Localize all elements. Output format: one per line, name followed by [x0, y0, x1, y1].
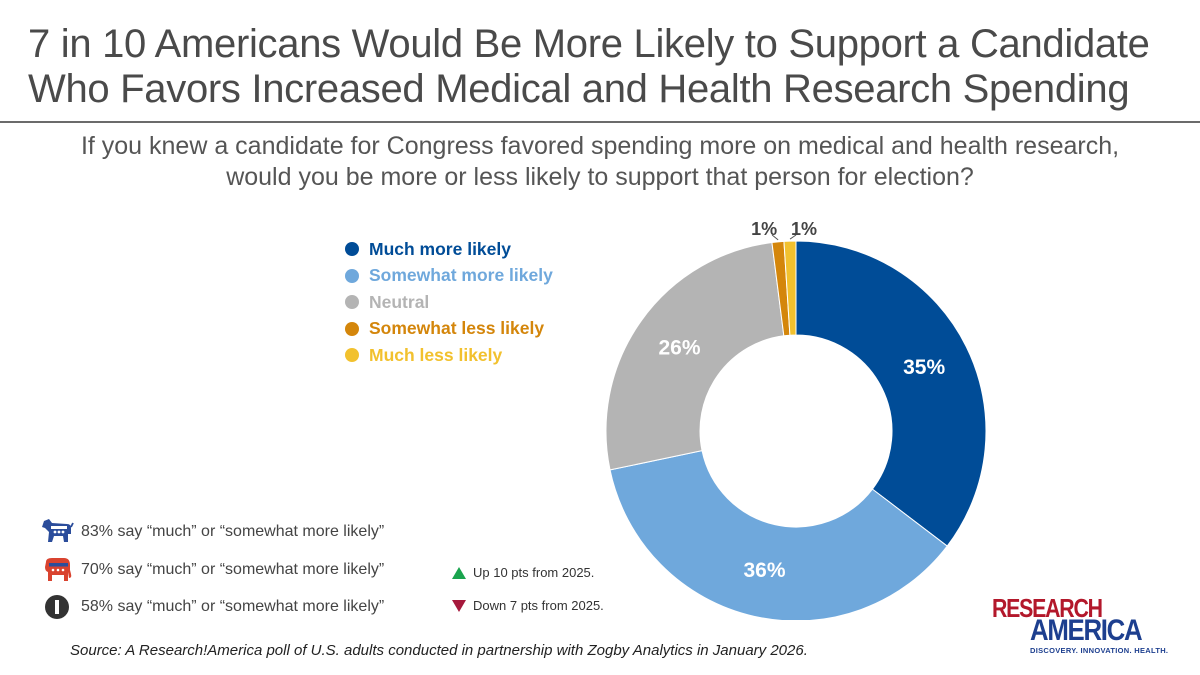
- research-america-logo: RESEARCH AMERICA DISCOVERY. INNOVATION. …: [992, 593, 1172, 663]
- data-label: 35%: [903, 356, 945, 379]
- chart-title: 7 in 10 Americans Would Be More Likely t…: [28, 22, 1178, 112]
- donut-slice: [783, 240, 797, 336]
- donut-chart: 35% 36% 26% 1% 1%: [605, 219, 987, 620]
- legend-label: Neutral: [369, 291, 430, 312]
- party-text-democrats: 83% say “much” or “somewhat more likely”: [81, 523, 385, 540]
- party-text-independents: 58% say “much” or “somewhat more likely”: [81, 598, 385, 615]
- down-arrow-icon: [452, 599, 466, 612]
- chart-title-line1: 7 in 10 Americans Would Be More Likely t…: [28, 22, 1150, 66]
- legend-item: Much more likely: [345, 236, 553, 263]
- legend-swatch: [345, 295, 359, 310]
- data-label: 1%: [791, 219, 817, 239]
- survey-question: If you knew a candidate for Congress fav…: [80, 132, 1120, 191]
- democrat-donkey-icon: [40, 518, 74, 546]
- legend-swatch: [345, 348, 359, 363]
- change-republicans: Up 10 pts from 2025.: [451, 565, 594, 580]
- data-label: 1%: [751, 219, 777, 239]
- title-divider: [0, 121, 1200, 123]
- change-text-republicans: Up 10 pts from 2025.: [473, 565, 595, 580]
- logo-tagline: DISCOVERY. INNOVATION. HEALTH.: [1030, 646, 1169, 655]
- leader-line: [771, 234, 779, 241]
- data-label: 36%: [743, 559, 785, 582]
- party-text-republicans: 70% say “much” or “somewhat more likely”: [81, 561, 385, 578]
- legend-item: Somewhat less likely: [345, 316, 553, 343]
- legend-label: Much less likely: [369, 344, 503, 365]
- legend-label: Much more likely: [369, 238, 511, 259]
- legend-label: Somewhat more likely: [369, 265, 553, 286]
- leader-line: [789, 234, 797, 240]
- data-label: 26%: [659, 337, 701, 360]
- legend-item: Somewhat more likely: [345, 263, 553, 290]
- legend-swatch: [345, 268, 359, 283]
- donut-slice: [605, 241, 785, 471]
- party-row-republicans: 70% say “much” or “somewhat more likely”: [40, 556, 384, 584]
- logo-line2: AMERICA: [1030, 614, 1143, 647]
- legend-item: Neutral: [345, 289, 553, 316]
- party-row-independents: 58% say “much” or “somewhat more likely”: [40, 593, 384, 621]
- chart-title-line2: Who Favors Increased Medical and Health …: [28, 67, 1130, 111]
- party-row-democrats: 83% say “much” or “somewhat more likely”: [40, 518, 384, 546]
- legend-swatch: [345, 321, 359, 336]
- change-independents: Down 7 pts from 2025.: [451, 598, 604, 613]
- donut-slice: [795, 240, 987, 547]
- logo-line1: RESEARCH: [992, 593, 1103, 623]
- republican-elephant-icon: [40, 556, 74, 584]
- chart-legend: Much more likely Somewhat more likely Neut…: [345, 236, 553, 369]
- up-arrow-icon: [452, 566, 466, 579]
- independent-i-icon: [40, 593, 74, 621]
- legend-swatch: [345, 242, 359, 257]
- source-note: Source: A Research!America poll of U.S. …: [70, 642, 808, 659]
- change-text-independents: Down 7 pts from 2025.: [473, 598, 604, 613]
- legend-label: Somewhat less likely: [369, 318, 545, 339]
- legend-item: Much less likely: [345, 342, 553, 369]
- donut-slice: [609, 450, 948, 620]
